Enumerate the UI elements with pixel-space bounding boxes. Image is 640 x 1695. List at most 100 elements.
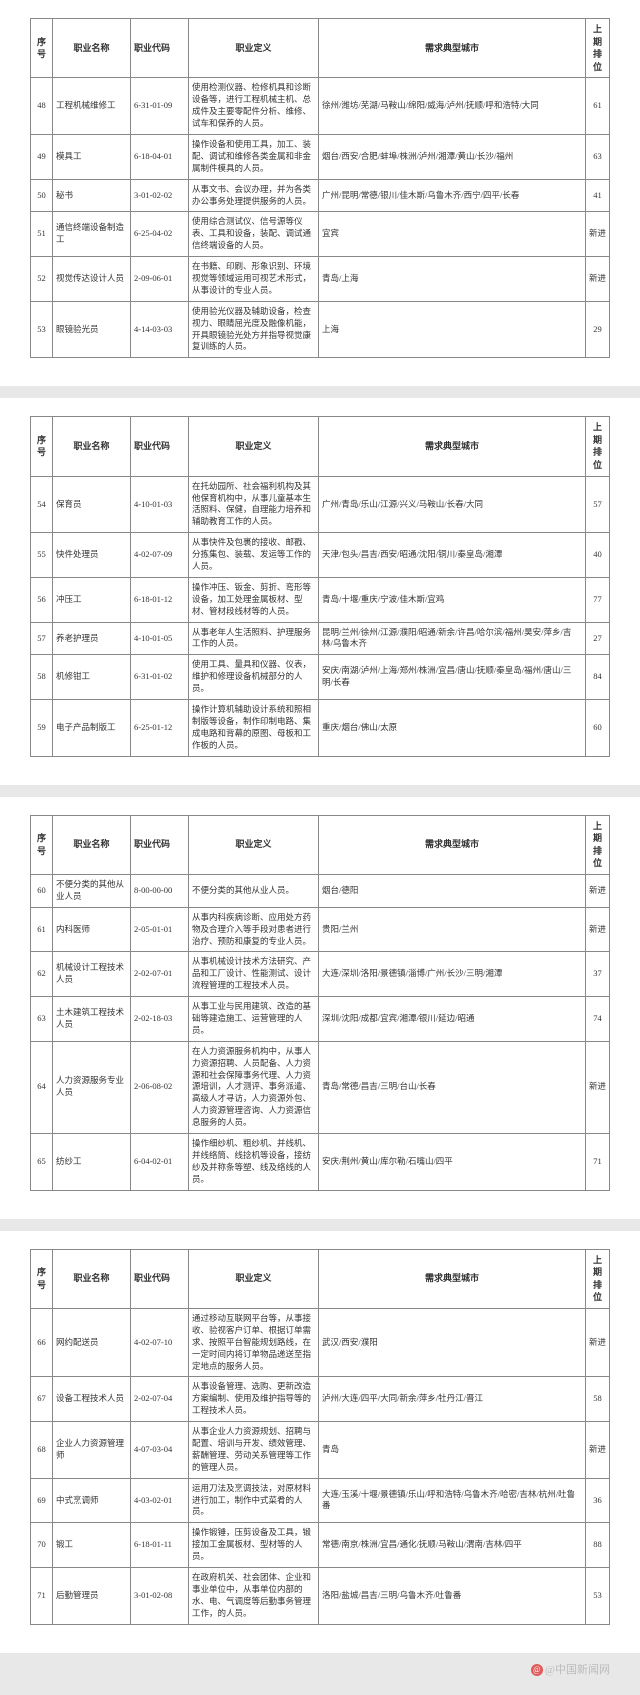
table-row: 54保育员4-10-01-03在托幼园所、社会福利机构及其他保育机构中，从事儿童…: [31, 476, 610, 533]
cell-rank: 新进: [586, 257, 610, 302]
header-city: 需求典型城市: [319, 815, 586, 874]
table-row: 57养老护理员4-10-01-05从事老年人生活照料、护理服务工作的人员。昆明/…: [31, 622, 610, 655]
cell-name: 锻工: [53, 1523, 131, 1568]
table-row: 71后勤管理员3-01-02-08在政府机关、社会团体、企业和事业单位中，从事单…: [31, 1567, 610, 1624]
cell-code: 6-04-02-01: [131, 1134, 189, 1191]
cell-rank: 77: [586, 577, 610, 622]
cell-city: 广州/昆明/常德/银川/佳木斯/乌鲁木齐/西宁/四平/长春: [319, 179, 586, 212]
table-row: 64人力资源服务专业人员2-06-08-02在人力资源服务机构中，从事人力资源招…: [31, 1041, 610, 1133]
page-4: 序号职业名称职业代码职业定义需求典型城市上期排位66网约配送员4-02-07-1…: [0, 1231, 640, 1653]
cell-def: 从事老年人生活照料、护理服务工作的人员。: [189, 622, 319, 655]
cell-seq: 65: [31, 1134, 53, 1191]
cell-def: 在书籍、印刷、形象识别、环境视觉等领域运用可视艺术形式，从事设计的专业人员。: [189, 257, 319, 302]
table-row: 55快件处理员4-02-07-09从事快件及包裹的接收、邮戳、分拣集包、装载、发…: [31, 533, 610, 578]
cell-def: 操作计算机辅助设计系统和照相制版等设备，制作印制电路、集成电路和背幕的原图、母板…: [189, 700, 319, 757]
cell-code: 6-31-01-02: [131, 655, 189, 700]
cell-name: 机械设计工程技术人员: [53, 952, 131, 997]
header-def: 职业定义: [189, 19, 319, 78]
cell-name: 后勤管理员: [53, 1567, 131, 1624]
cell-code: 4-10-01-03: [131, 476, 189, 533]
cell-city: 广州/青岛/乐山/江源/兴义/马鞍山/长春/大同: [319, 476, 586, 533]
table-row: 61内科医师2-05-01-01从事内科疾病诊断、应用处方药物及合理介入等手段对…: [31, 907, 610, 952]
cell-seq: 63: [31, 997, 53, 1042]
cell-rank: 新进: [586, 212, 610, 257]
table-row: 66网约配送员4-02-07-10通过移动互联网平台等，从事接收、验视客户订单、…: [31, 1308, 610, 1376]
header-rank: 上期排位: [586, 815, 610, 874]
cell-seq: 58: [31, 655, 53, 700]
cell-def: 在托幼园所、社会福利机构及其他保育机构中，从事儿童基本生活照料、保健，自理能力培…: [189, 476, 319, 533]
cell-code: 6-18-01-11: [131, 1523, 189, 1568]
table-row: 59电子产品制版工6-25-01-12操作计算机辅助设计系统和照相制版等设备，制…: [31, 700, 610, 757]
cell-def: 从事机械设计技术方法研究、产品和工厂设计、性能测试、设计流程管理的工程技术人员。: [189, 952, 319, 997]
table-row: 68企业人力资源管理师4-07-03-04从事企业人力资源规划、招聘与配置、培训…: [31, 1422, 610, 1479]
table-row: 60不便分类的其他从业人员8-00-00-00不便分类的其他从业人员。烟台/德阳…: [31, 874, 610, 907]
cell-code: 4-14-03-03: [131, 301, 189, 358]
cell-rank: 新进: [586, 1308, 610, 1376]
table-row: 70锻工6-18-01-11操作锻锤，压剪设备及工具，锻接加工金属板材、型材等的…: [31, 1523, 610, 1568]
header-name: 职业名称: [53, 19, 131, 78]
cell-def: 从事内科疾病诊断、应用处方药物及合理介入等手段对患者进行治疗、预防和康复的专业人…: [189, 907, 319, 952]
cell-name: 企业人力资源管理师: [53, 1422, 131, 1479]
cell-city: 青岛/常德/昌吉/三明/台山/长春: [319, 1041, 586, 1133]
cell-def: 在政府机关、社会团体、企业和事业单位中，从事单位内部的水、电、气调度等后勤事务管…: [189, 1567, 319, 1624]
cell-city: 贵阳/兰州: [319, 907, 586, 952]
occupation-table: 序号职业名称职业代码职业定义需求典型城市上期排位66网约配送员4-02-07-1…: [30, 1249, 610, 1625]
cell-name: 快件处理员: [53, 533, 131, 578]
cell-seq: 69: [31, 1478, 53, 1523]
cell-rank: 27: [586, 622, 610, 655]
cell-seq: 71: [31, 1567, 53, 1624]
cell-seq: 66: [31, 1308, 53, 1376]
cell-def: 从事工业与民用建筑、改造的基础等建造施工、运营管理的人员。: [189, 997, 319, 1042]
cell-city: 大连/玉溪/十堰/景德镇/乐山/呼和浩特/乌鲁木齐/哈密/吉林/杭州/吐鲁番: [319, 1478, 586, 1523]
header-code: 职业代码: [131, 815, 189, 874]
table-row: 48工程机械维修工6-31-01-09使用检测仪器、检修机具和诊断设备等，进行工…: [31, 78, 610, 135]
cell-city: 烟台/德阳: [319, 874, 586, 907]
cell-def: 使用验光仪器及辅助设备，检查视力、眼睛屈光度及融像机能，开具眼镜验光处方并指导视…: [189, 301, 319, 358]
cell-code: 3-01-02-02: [131, 179, 189, 212]
header-rank: 上期排位: [586, 1249, 610, 1308]
table-row: 56冲压工6-18-01-12操作冲压、钣金、剪折、弯形等设备，加工处理金属板材…: [31, 577, 610, 622]
cell-def: 不便分类的其他从业人员。: [189, 874, 319, 907]
header-code: 职业代码: [131, 417, 189, 476]
cell-rank: 新进: [586, 1041, 610, 1133]
cell-seq: 54: [31, 476, 53, 533]
cell-name: 冲压工: [53, 577, 131, 622]
cell-rank: 57: [586, 476, 610, 533]
cell-rank: 29: [586, 301, 610, 358]
cell-def: 从事快件及包裹的接收、邮戳、分拣集包、装载、发运等工作的人员。: [189, 533, 319, 578]
cell-seq: 51: [31, 212, 53, 257]
cell-name: 工程机械维修工: [53, 78, 131, 135]
cell-city: 青岛/上海: [319, 257, 586, 302]
cell-code: 6-18-01-12: [131, 577, 189, 622]
cell-def: 操作设备和使用工具，加工、装配、调试和维修各类金属和非金属制件模具的人员。: [189, 134, 319, 179]
cell-seq: 60: [31, 874, 53, 907]
cell-rank: 58: [586, 1377, 610, 1422]
cell-city: 深圳/沈阳/成都/宜宾/湘潭/银川/延边/昭通: [319, 997, 586, 1042]
cell-def: 通过移动互联网平台等，从事接收、验视客户订单、根据订单需求、按照平台智能规划路线…: [189, 1308, 319, 1376]
page-1: 序号职业名称职业代码职业定义需求典型城市上期排位48工程机械维修工6-31-01…: [0, 0, 640, 386]
cell-seq: 70: [31, 1523, 53, 1568]
header-seq: 序号: [31, 1249, 53, 1308]
table-row: 62机械设计工程技术人员2-02-07-01从事机械设计技术方法研究、产品和工厂…: [31, 952, 610, 997]
table-row: 50秘书3-01-02-02从事文书、会议办理，并为各类办公事务处理提供服务的人…: [31, 179, 610, 212]
cell-rank: 84: [586, 655, 610, 700]
cell-city: 烟台/西安/合肥/蚌埠/株洲/泸州/湘潭/黄山/长沙/福州: [319, 134, 586, 179]
cell-name: 不便分类的其他从业人员: [53, 874, 131, 907]
cell-def: 在人力资源服务机构中，从事人力资源招聘、人员配备、人力资源和社会保障事务代理、人…: [189, 1041, 319, 1133]
cell-code: 3-01-02-08: [131, 1567, 189, 1624]
cell-name: 纺纱工: [53, 1134, 131, 1191]
cell-rank: 41: [586, 179, 610, 212]
header-seq: 序号: [31, 19, 53, 78]
cell-code: 2-02-18-03: [131, 997, 189, 1042]
cell-code: 2-09-06-01: [131, 257, 189, 302]
cell-seq: 67: [31, 1377, 53, 1422]
header-code: 职业代码: [131, 19, 189, 78]
cell-name: 模具工: [53, 134, 131, 179]
cell-rank: 40: [586, 533, 610, 578]
table-row: 65纺纱工6-04-02-01操作细纱机、粗纱机、并线机、并线络筒、线捻机等设备…: [31, 1134, 610, 1191]
header-city: 需求典型城市: [319, 19, 586, 78]
header-name: 职业名称: [53, 417, 131, 476]
cell-code: 2-02-07-01: [131, 952, 189, 997]
cell-code: 2-06-08-02: [131, 1041, 189, 1133]
cell-seq: 64: [31, 1041, 53, 1133]
